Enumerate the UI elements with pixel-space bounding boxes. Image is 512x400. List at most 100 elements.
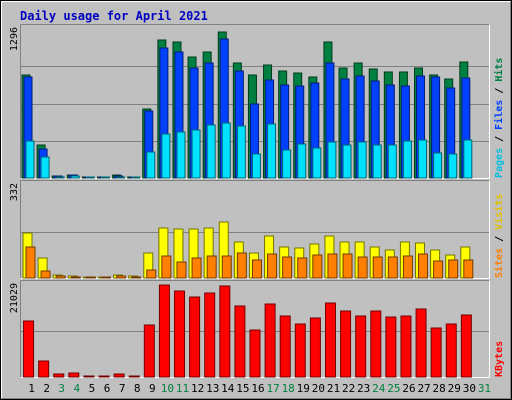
bar-sites-day-25 [387,256,398,279]
x-tick-label: 25 [387,382,400,395]
bar-kbytes-day-24 [370,310,382,378]
bar-pages-day-27 [418,139,428,179]
bar-pages-day-4 [70,175,80,179]
bar-kbytes-day-17 [264,303,276,378]
chart-title: Daily usage for April 2021 [20,9,208,23]
bar-sites-day-22 [342,253,353,279]
bar-sites-day-15 [236,252,247,279]
bar-kbytes-day-3 [53,373,65,378]
bar-pages-day-5 [85,176,95,179]
bar-pages-day-1 [25,140,35,179]
bar-kbytes-day-12 [189,296,201,378]
x-tick-label: 18 [282,382,295,395]
bar-kbytes-day-2 [38,360,50,378]
bar-pages-day-10 [161,133,171,179]
bar-kbytes-day-5 [83,375,95,378]
x-tick-label: 7 [119,382,126,395]
panel-kbytes: 21029 KBytes [9,280,505,378]
bar-kbytes-day-13 [204,292,216,378]
bar-sites-day-9 [146,269,157,279]
x-tick-label: 23 [357,382,370,395]
bar-kbytes-day-1 [23,320,35,378]
bar-pages-day-8 [131,176,141,179]
bar-kbytes-day-23 [355,315,367,378]
bar-pages-day-3 [55,176,65,179]
bar-kbytes-day-19 [294,323,306,378]
bar-pages-day-7 [116,176,126,179]
legend-entry: / [494,82,505,100]
bar-pages-day-15 [236,125,246,179]
bar-kbytes-day-29 [445,323,457,378]
bar-kbytes-day-9 [143,324,155,378]
chart-panels: 1296 Pages / Files / Hits 332 Sites / Visit… [9,24,505,378]
x-tick-label: 14 [221,382,235,395]
x-tick-label: 30 [463,382,476,395]
bar-sites-day-12 [191,257,202,279]
panel-visits-sites: 332 Sites / Visits [9,180,505,279]
x-tick-label: 31 [478,382,491,395]
bar-sites-day-1 [25,246,36,279]
legend-entry: Hits [493,58,505,82]
bar-kbytes-day-20 [309,317,321,378]
x-tick-label: 12 [191,382,204,395]
bar-pages-day-26 [402,140,412,179]
bar-sites-day-10 [161,255,172,279]
x-tick-label: 21 [327,382,340,395]
bar-pages-day-17 [267,123,277,179]
legend-hits-files-pages: Pages / Files / Hits [493,58,505,178]
bar-kbytes-day-7 [113,373,125,378]
x-tick-label: 26 [402,382,415,395]
bar-kbytes-day-25 [385,316,397,378]
bar-sites-day-7 [116,275,127,279]
bar-kbytes-day-18 [279,315,291,378]
x-tick-label: 15 [236,382,249,395]
bar-pages-day-18 [282,149,292,179]
y-max-label: 1296 [9,27,20,51]
bar-kbytes-day-16 [249,329,261,378]
x-tick-label: 17 [266,382,279,395]
panel-hits-files-pages: 1296 Pages / Files / Hits [9,24,505,179]
bar-sites-day-14 [221,255,232,279]
bar-kbytes-day-8 [128,375,140,378]
legend-visits-sites: Sites / Visits [493,194,505,278]
x-tick-label: 13 [206,382,219,395]
bar-pages-day-2 [40,156,50,179]
legend-entry: Visits [493,194,505,230]
bar-sites-day-5 [85,276,96,279]
bar-kbytes-day-28 [430,327,442,378]
bar-sites-day-28 [433,260,444,279]
bar-pages-day-25 [387,144,397,179]
legend-entry: / [494,230,505,248]
x-tick-label: 10 [161,382,174,395]
bar-sites-day-24 [372,256,383,279]
bar-kbytes-day-4 [68,372,80,378]
bar-sites-day-4 [70,276,81,279]
bar-pages-day-23 [357,141,367,179]
bar-pages-day-19 [297,143,307,179]
bar-pages-day-21 [327,141,337,179]
bar-kbytes-day-21 [324,302,336,378]
bar-sites-day-18 [282,256,293,279]
bar-kbytes-day-10 [158,284,170,378]
x-axis-labels: 1 2 3 4 5 6 7 8 9 10 11 12 13 14 15 16 17 18 19 20 21 22 23 24 2… [28,382,491,395]
legend-entry: Files [493,100,505,130]
bar-sites-day-13 [206,255,217,279]
x-tick-label: 28 [433,382,446,395]
bar-pages-day-13 [206,124,216,179]
x-tick-label: 24 [372,382,386,395]
bar-pages-day-14 [221,122,231,179]
bar-pages-day-11 [176,131,186,179]
bar-kbytes-day-15 [234,305,246,378]
bar-pages-day-12 [191,129,201,179]
x-tick-label: 20 [312,382,325,395]
bar-kbytes-day-22 [340,310,352,378]
bar-sites-day-19 [297,257,308,279]
bar-pages-day-9 [146,151,156,179]
bar-sites-day-2 [40,270,51,279]
legend-entry: / [494,130,505,148]
x-tick-label: 1 [28,382,35,395]
x-tick-label: 22 [342,382,355,395]
bar-kbytes-day-30 [460,314,472,378]
x-tick-label: 11 [176,382,189,395]
